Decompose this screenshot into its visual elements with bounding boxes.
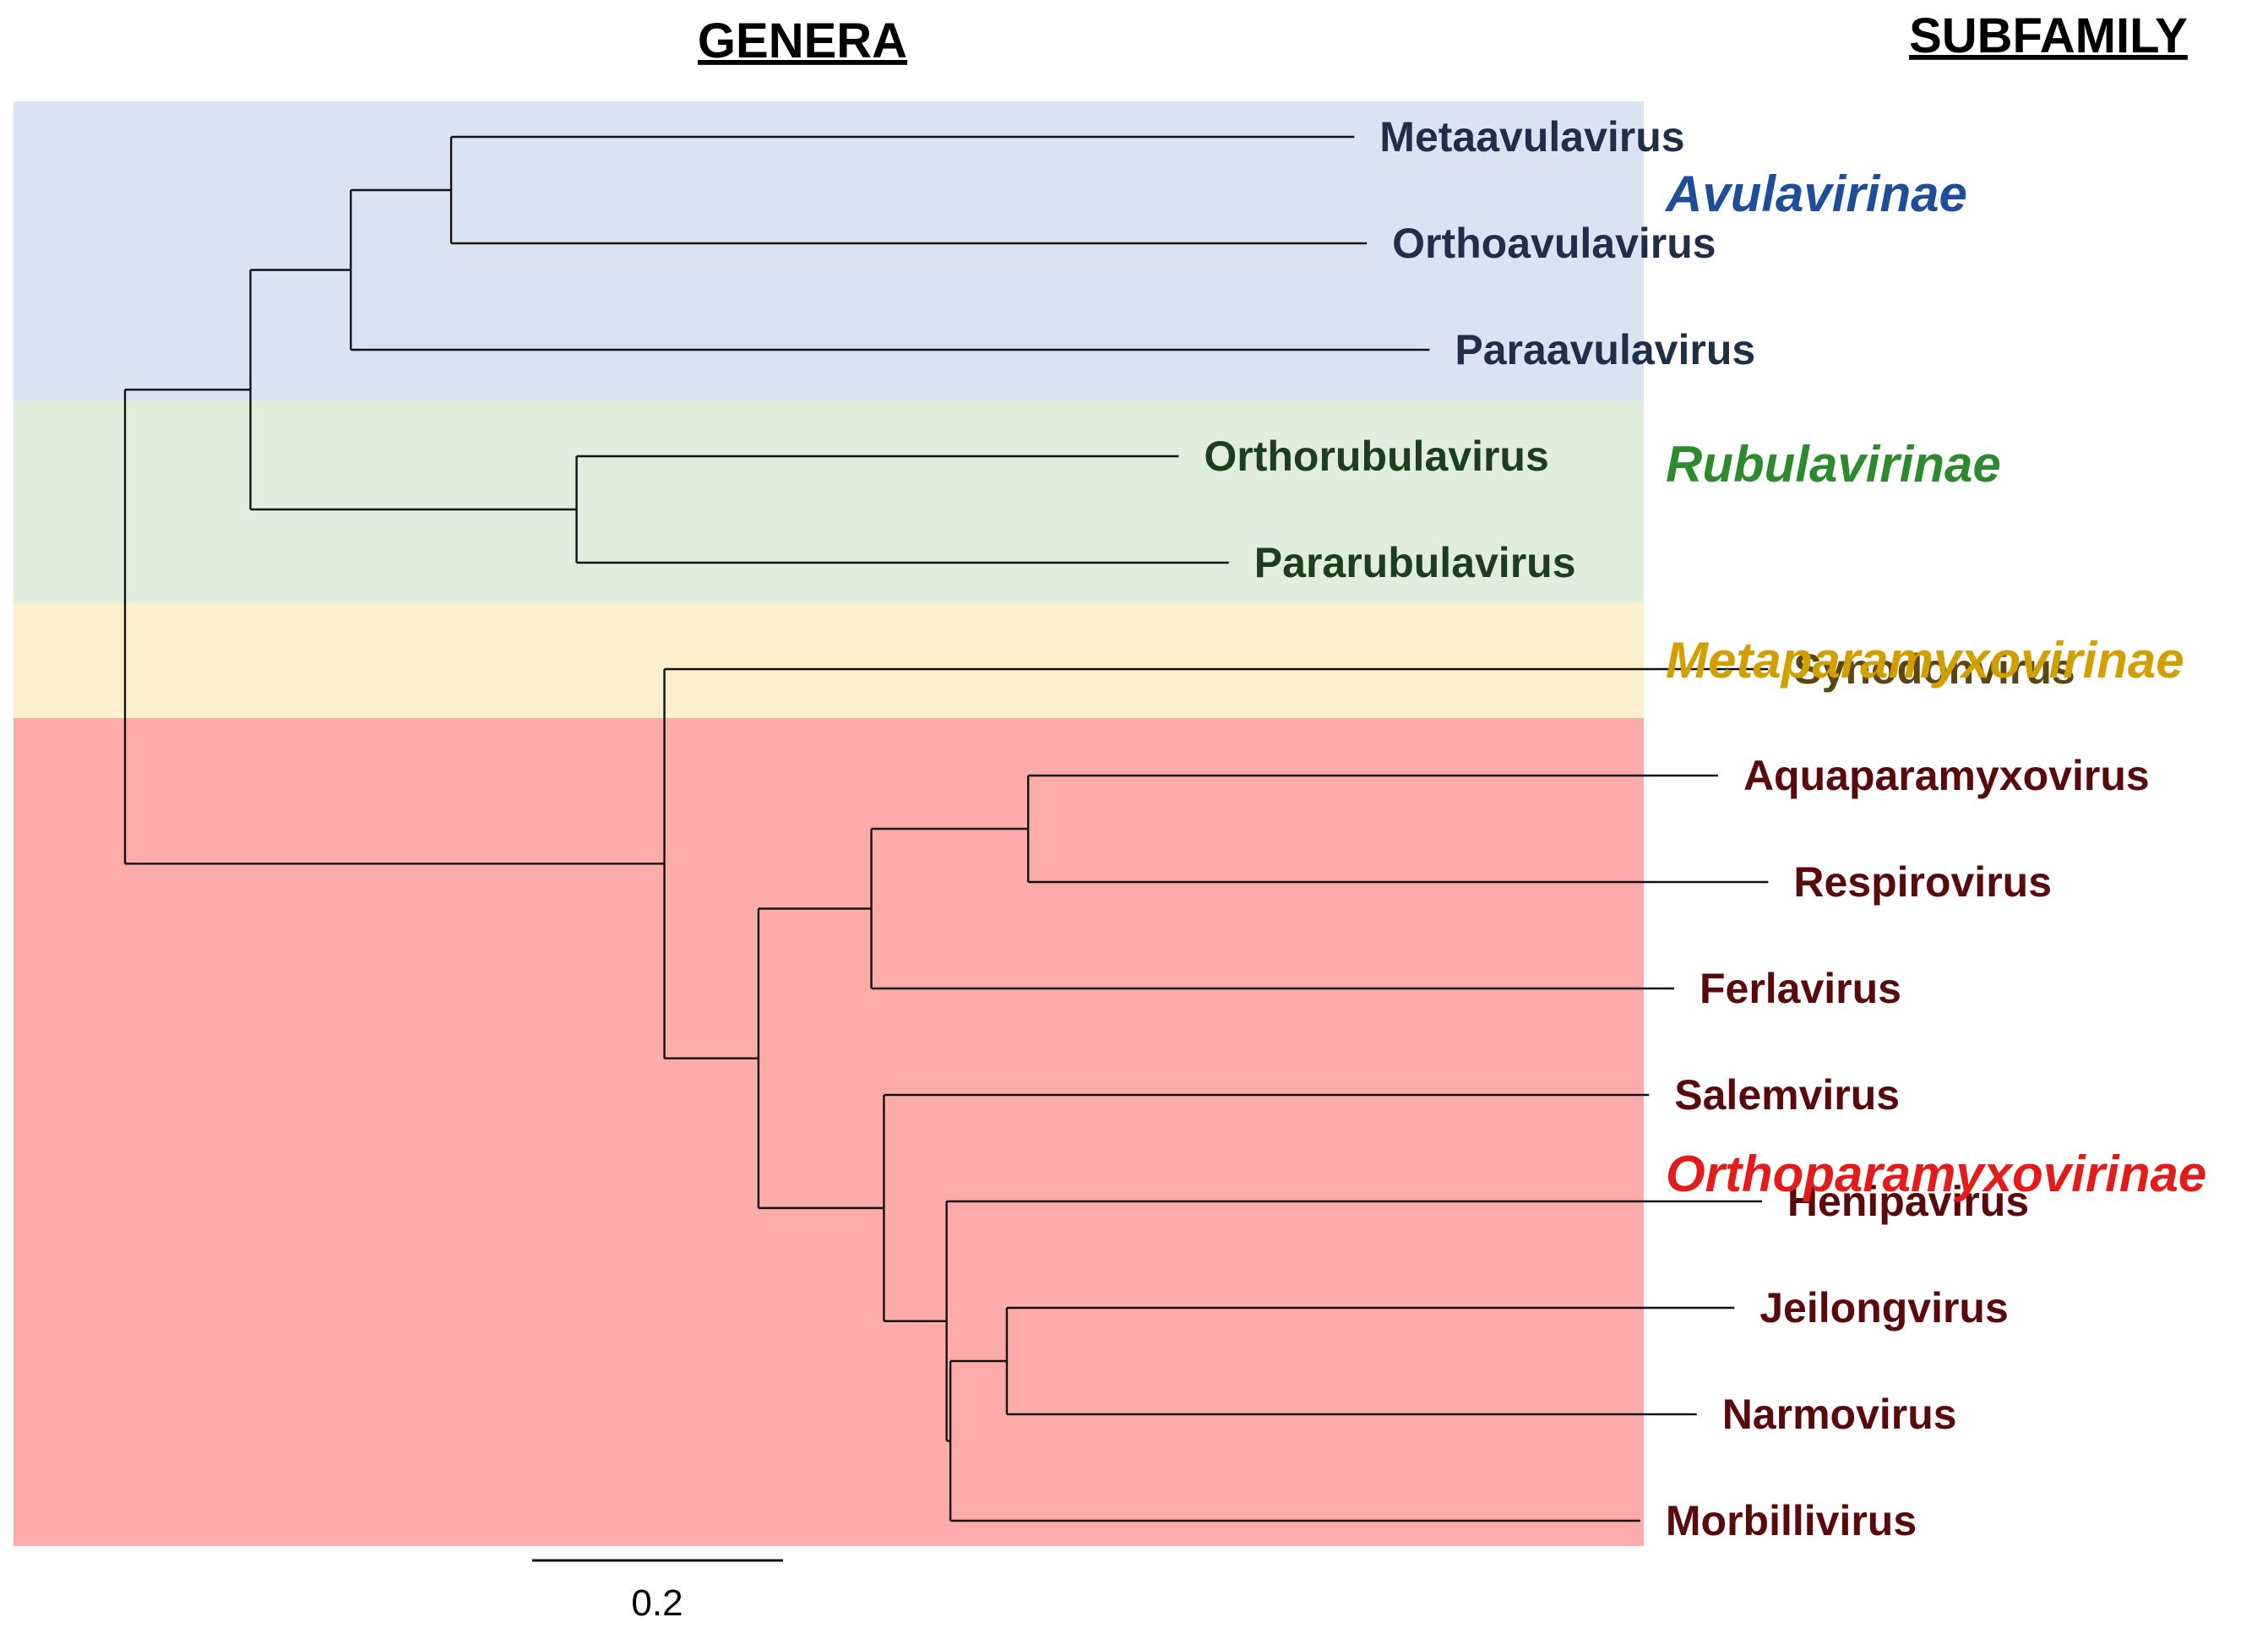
band-orthoparamyxovirinae <box>14 718 1644 1546</box>
genus-label-metaavulavirus: Metaavulavirus <box>1379 113 1684 161</box>
subfamily-label-avulavirinae: Avulavirinae <box>1664 166 1967 222</box>
genus-label-orthorubulavirus: Orthorubulavirus <box>1204 433 1548 480</box>
genus-label-pararubulavirus: Pararubulavirus <box>1254 539 1576 586</box>
genus-label-ferlavirus: Ferlavirus <box>1700 965 1901 1012</box>
genus-label-orthoavulavirus: Orthoavulavirus <box>1392 220 1716 267</box>
subfamily-label-orthoparamyxovirinae: Orthoparamyxovirinae <box>1666 1146 2206 1202</box>
genera-header: GENERA <box>698 14 907 68</box>
genus-label-jeilongvirus: Jeilongvirus <box>1759 1284 2009 1331</box>
genus-label-aquaparamyxovirus: Aquaparamyxovirus <box>1743 752 2150 799</box>
subfamily-label-rubulavirinae: Rubulavirinae <box>1666 436 2001 493</box>
genus-label-paraavulavirus: Paraavulavirus <box>1455 326 1755 373</box>
genus-label-morbillivirus: Morbillivirus <box>1666 1497 1917 1544</box>
genus-label-salemvirus: Salemvirus <box>1674 1071 1900 1119</box>
scale-bar-label: 0.2 <box>631 1582 683 1624</box>
genus-label-henipavirus: Henipavirus <box>1787 1178 2029 1225</box>
genus-label-synodonvirus: Synodonvirus <box>1793 645 2075 693</box>
genus-labels: Metaavulavirus Orthoavulavirus Paraavulavi… <box>1204 113 2149 1544</box>
band-rubulavirinae <box>14 400 1644 603</box>
genus-label-narmovirus: Narmovirus <box>1722 1391 1957 1438</box>
tree-branches <box>123 135 1769 1522</box>
genus-label-respirovirus: Respirovirus <box>1793 858 2052 906</box>
band-metaparamyxovirinae <box>14 603 1644 718</box>
subfamily-label-metaparamyxovirinae: Metaparamyxovirinae <box>1666 632 2184 689</box>
subfamily-header: SUBFAMILY <box>1909 8 2188 63</box>
